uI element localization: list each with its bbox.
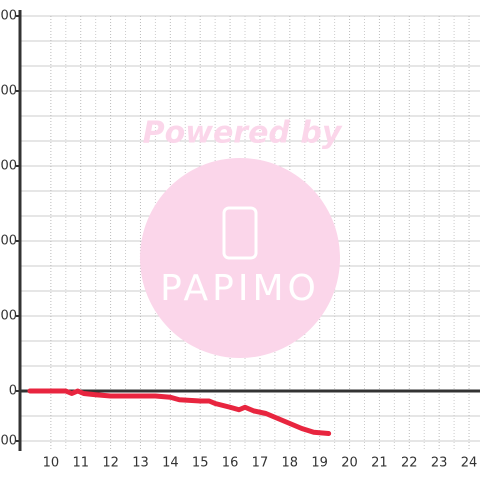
x-tick-label: 21: [371, 456, 388, 471]
y-tick-label: 90,000: [0, 159, 17, 174]
y-tick-label: 150,000: [0, 9, 17, 24]
y-tick-label: 0: [9, 384, 17, 399]
x-tick-label: 16: [222, 456, 239, 471]
watermark-icon: [222, 206, 258, 260]
x-tick-label: 12: [102, 456, 119, 471]
y-tick-label: 120,000: [0, 84, 17, 99]
x-tick-label: 14: [162, 456, 179, 471]
y-tick-label: -20,000: [0, 434, 17, 449]
x-tick-label: 13: [132, 456, 149, 471]
x-tick-label: 23: [431, 456, 448, 471]
watermark-logo: PAPIMO: [160, 268, 320, 309]
x-tick-label: 19: [311, 456, 328, 471]
watermark-text: Powered by: [143, 116, 343, 151]
x-tick-label: 24: [461, 456, 478, 471]
watermark: Powered by PAPIMO: [140, 116, 343, 358]
x-tick-label: 10: [43, 456, 60, 471]
x-tick-label: 17: [252, 456, 269, 471]
x-tick-label: 11: [72, 456, 89, 471]
data-line: [27, 388, 332, 436]
x-tick-label: 22: [401, 456, 418, 471]
y-tick-label: 60,000: [0, 234, 17, 249]
x-tick-label: 18: [282, 456, 299, 471]
y-tick-label: 30,000: [0, 309, 17, 324]
x-tick-label: 15: [192, 456, 209, 471]
x-tick-label: 20: [341, 456, 358, 471]
grid: [20, 15, 480, 451]
